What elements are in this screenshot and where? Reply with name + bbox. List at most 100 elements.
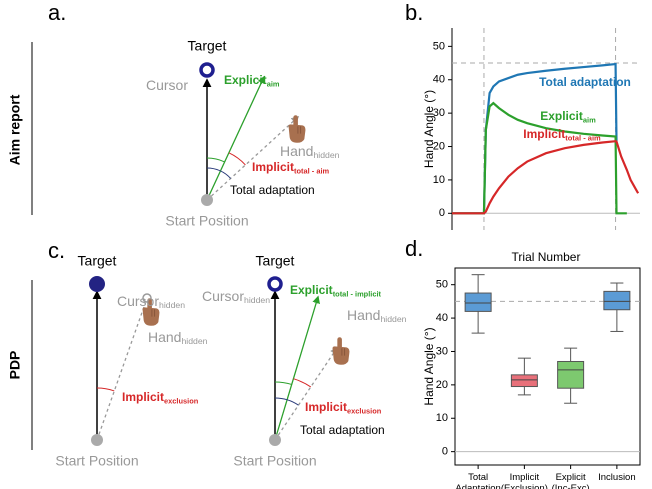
x-tick-label-line: (Inc-Exc) (552, 483, 590, 489)
series-label: Implicittotal - aim (523, 127, 601, 142)
cursor-label-main: Cursor (146, 77, 188, 93)
cursor-label-sub: hidden (159, 300, 185, 310)
y-tick-label: 30 (433, 107, 445, 119)
box (510, 374, 538, 388)
series-label: Total adaptation (539, 75, 631, 89)
angle-arc (96, 387, 115, 392)
target-label: Target (256, 253, 295, 269)
y-tick-label: 30 (436, 345, 448, 357)
plot-frame (454, 267, 641, 466)
start-dot (201, 194, 213, 206)
diagram-a (199, 62, 306, 206)
y-tick-label: 50 (433, 40, 445, 52)
series-line (452, 101, 627, 215)
y-tick-label: 0 (442, 446, 448, 458)
start-label: Start Position (233, 453, 316, 469)
implicit-label-main: Implicit (305, 400, 347, 414)
explicit-label: Explicitaim (224, 73, 280, 88)
explicit-label-sub: total - implicit (333, 290, 382, 299)
implicit-label-sub: total - aim (294, 167, 330, 176)
x-tick-label-line: Inclusion (598, 472, 636, 483)
x-tick-label-line: Total (468, 472, 488, 483)
y-tick-label: 20 (436, 379, 448, 391)
series-name: Explicit (540, 109, 583, 123)
x-tick-label-line: Explicit (556, 472, 586, 483)
angle-arc (274, 381, 292, 385)
total-label: Total adaptation (230, 183, 315, 197)
box (603, 290, 631, 311)
series-name-sub: total - aim (565, 133, 601, 142)
y-tick-label: 40 (433, 74, 445, 86)
y-tick-label: 10 (433, 174, 445, 186)
diagram-c-right (267, 276, 350, 446)
hand-arrow (274, 346, 338, 441)
angle-arc (293, 378, 312, 388)
explicit-label-main: Explicit (290, 283, 333, 297)
diagram-c-left (89, 276, 160, 446)
hand-icon (288, 115, 306, 143)
start-dot (269, 434, 281, 446)
cursor-label: Cursorhidden (202, 288, 270, 306)
target-label: Target (188, 38, 227, 54)
panel-label: b. (405, 0, 423, 25)
total-label: Total adaptation (300, 423, 385, 437)
hand-arrow (96, 303, 146, 441)
y-tick-label: 50 (436, 279, 448, 291)
panel-label: d. (405, 236, 423, 261)
hand-label: Handhidden (347, 307, 407, 325)
hand-label-sub: hidden (313, 150, 339, 160)
cursor-label-main: Cursor (117, 293, 159, 309)
cursor-label: Cursor (146, 77, 188, 93)
hand-label-main: Hand (148, 329, 181, 345)
hand-icon (332, 337, 350, 365)
explicit-arrow (274, 295, 320, 441)
explicit-arrow (206, 75, 265, 201)
panel-label: a. (48, 0, 66, 25)
hand-arrow (206, 115, 300, 201)
start-label: Start Position (165, 213, 248, 229)
angle-arc (206, 167, 232, 179)
cursor-hidden-ring (142, 293, 152, 303)
implicit-label: Implicittotal - aim (252, 160, 330, 175)
implicit-label-main: Implicit (252, 160, 294, 174)
y-axis-label: Hand Angle (°) (422, 327, 436, 405)
y-tick-label: 20 (433, 140, 445, 152)
panel-label: c. (48, 238, 65, 263)
y-tick-label: 10 (436, 412, 448, 424)
hand-label-sub: hidden (181, 336, 207, 346)
explicit-label-sub: aim (267, 80, 280, 89)
x-tick-label: Inclusion (598, 472, 636, 483)
box (464, 292, 492, 312)
cursor-label: Cursorhidden (117, 293, 185, 311)
series-line (452, 140, 640, 215)
series-name-sub: aim (583, 115, 596, 124)
x-tick-label: Explicit (Inc-Exc) (552, 472, 590, 489)
implicit-label-main: Implicit (122, 390, 164, 404)
hand-label-main: Hand (347, 307, 380, 323)
angle-arc (206, 157, 225, 163)
x-tick-label: Implicit (Exclusion) (501, 472, 548, 489)
cursor-label-sub: hidden (244, 295, 270, 305)
row-label: Aim report (7, 94, 23, 165)
x-tick-label: Total Adaptation (455, 472, 500, 489)
series-name: Implicit (523, 127, 565, 141)
angle-arc (228, 152, 246, 166)
cursor-ring (199, 62, 215, 78)
x-tick-label-line: Adaptation (455, 483, 500, 489)
explicit-label: Explicittotal - implicit (290, 283, 382, 298)
hand-label: Handhidden (148, 329, 208, 347)
explicit-label-main: Explicit (224, 73, 267, 87)
row-label: PDP (7, 351, 23, 380)
hand-label: Handhidden (280, 143, 340, 161)
hand-label-main: Hand (280, 143, 313, 159)
series-name: Total adaptation (539, 75, 631, 89)
implicit-label: Implicitexclusion (305, 400, 382, 415)
implicit-label-sub: exclusion (347, 407, 382, 416)
target-label: Target (78, 253, 117, 269)
angle-arc (274, 397, 299, 406)
cursor-label-main: Cursor (202, 288, 244, 304)
hand-label-sub: hidden (380, 314, 406, 324)
y-axis-label: Hand Angle (°) (422, 90, 436, 168)
x-tick-label-line: (Exclusion) (501, 483, 548, 489)
